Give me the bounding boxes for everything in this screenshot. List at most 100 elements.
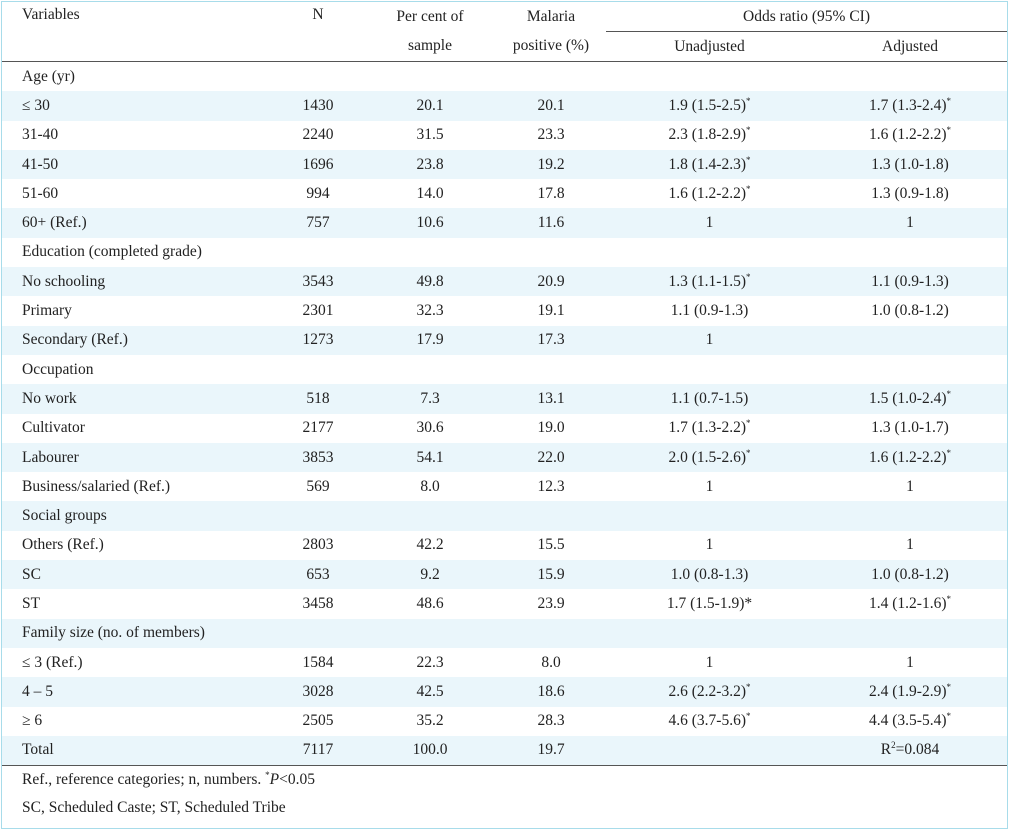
row-n: 653 [272, 560, 364, 590]
footnote-2: SC, Scheduled Caste; ST, Scheduled Tribe [22, 799, 286, 817]
header-unadjusted: Unadjusted [606, 31, 813, 62]
total-row: Total 7117 100.0 19.7 R2=0.084 [2, 735, 1007, 766]
odds-value: 1.3 (1.1-1.5) [668, 272, 747, 290]
row-label: ≥ 6 [22, 712, 43, 730]
odds-value: 1.3 (1.0-1.7) [871, 419, 949, 437]
row-n: 994 [306, 184, 330, 202]
significance-star: * [946, 388, 952, 399]
row-n: 569 [306, 477, 330, 495]
section-header-row: Age (yr) [2, 62, 1007, 92]
footnote-1-p: P [269, 771, 280, 789]
row-malaria: 13.1 [496, 384, 606, 414]
significance-star: * [946, 95, 952, 106]
table-body: Age (yr) ≤ 30 1430 20.1 20.1 1.9 (1.5-2.5)* 1.… [2, 62, 1007, 736]
header-odds-ratio: Odds ratio (95% CI) [606, 2, 1007, 32]
odds-value: 1.7 (1.5-1.9)* [666, 594, 753, 612]
row-malaria: 11.6 [496, 208, 606, 238]
section-title: Social groups [2, 501, 1007, 531]
odds-value: 1 [906, 653, 914, 671]
total-unadjusted [606, 735, 813, 766]
table-row: ≤ 3 (Ref.) 1584 22.3 8.0 1 1 [2, 648, 1007, 677]
table-row: SC 653 9.2 15.9 1.0 (0.8-1.3) 1.0 (0.8-1.2) [2, 560, 1007, 590]
row-malaria: 17.3 [496, 325, 606, 355]
row-percent: 7.3 [364, 384, 496, 414]
odds-value: 1.4 (1.2-1.6) [869, 594, 947, 612]
row-percent: 30.6 [416, 419, 444, 437]
odds-value: 1.1 (0.9-1.3) [670, 302, 749, 320]
odds-value: 1.6 (1.2-2.2) [668, 184, 747, 202]
row-percent: 42.5 [364, 677, 496, 707]
odds-value: 1.0 (0.8-1.2) [871, 302, 949, 320]
row-adjusted: 1.1 (0.9-1.3) [813, 267, 1007, 297]
significance-star: * [746, 418, 751, 429]
odds-value: 1.0 (0.8-1.2) [871, 565, 949, 583]
odds-value: 1 [906, 536, 914, 554]
row-percent: 32.3 [416, 302, 444, 320]
row-unadjusted: 1 [606, 208, 813, 238]
row-label: No schooling [2, 267, 272, 297]
odds-value: 1 [705, 536, 714, 554]
row-label: Cultivator [22, 419, 85, 437]
row-malaria: 23.3 [537, 126, 565, 144]
header-n: N [272, 2, 364, 62]
table-row: Business/salaried (Ref.) 569 8.0 12.3 1 1 [2, 472, 1007, 501]
table-row: ≥ 6 2505 35.2 28.3 4.6 (3.7-5.6)* 4.4 (3.5-5.… [2, 707, 1007, 736]
header-variables: Variables [2, 2, 272, 62]
section-title: Education (completed grade) [22, 243, 202, 261]
section-title: Family size (no. of members) [2, 618, 1007, 648]
odds-value: 1.5 (1.0-2.4) [869, 389, 947, 407]
row-adjusted: 1 [813, 208, 1007, 238]
row-label: Primary [22, 302, 72, 320]
table-row: 31-40 2240 31.5 23.3 2.3 (1.8-2.9)* 1.6 (1.2-… [2, 121, 1007, 150]
total-r-value: =0.084 [895, 741, 940, 759]
row-adjusted: 1.7 (1.3-2.4)* [813, 91, 1007, 121]
odds-value: 1 [705, 477, 714, 495]
row-label: Business/salaried (Ref.) [22, 477, 171, 495]
total-r-letter: R [880, 741, 892, 759]
table-row: 51-60 994 14.0 17.8 1.6 (1.2-2.2)* 1.3 (0.9-1… [2, 179, 1007, 208]
section-title: Occupation [22, 360, 94, 378]
odds-value: 1 [705, 331, 714, 349]
row-malaria: 22.0 [496, 442, 606, 473]
odds-value: 1.7 (1.3-2.2) [668, 419, 747, 437]
table-row: No schooling 3543 49.8 20.9 1.3 (1.1-1.5)* 1.… [2, 267, 1007, 297]
row-unadjusted: 1.6 (1.2-2.2)* [606, 179, 813, 208]
row-n: 3458 [302, 594, 334, 612]
row-adjusted [813, 325, 1007, 355]
row-label: Others (Ref.) [22, 536, 104, 554]
row-unadjusted: 1 [606, 325, 813, 355]
row-label: SC [2, 560, 272, 590]
row-percent: 54.1 [364, 442, 496, 473]
table-row: Others (Ref.) 2803 42.2 15.5 1 1 [2, 531, 1007, 560]
table-row: Secondary (Ref.) 1273 17.9 17.3 1 [2, 325, 1007, 355]
row-malaria: 8.0 [541, 653, 561, 671]
row-unadjusted: 1 [606, 531, 813, 560]
odds-value: 1.3 (1.0-1.8) [871, 155, 949, 173]
row-percent: 10.6 [364, 208, 496, 238]
row-n: 3853 [272, 442, 364, 473]
row-n: 1584 [302, 653, 334, 671]
row-n: 757 [272, 208, 364, 238]
table-row: 60+ (Ref.) 757 10.6 11.6 1 1 [2, 208, 1007, 238]
row-adjusted: 4.4 (3.5-5.4)* [813, 707, 1007, 736]
row-percent: 42.2 [416, 536, 444, 554]
total-adjusted: R2=0.084 [813, 735, 1007, 766]
row-percent: 49.8 [364, 267, 496, 297]
row-unadjusted: 1.9 (1.5-2.5)* [606, 91, 813, 121]
significance-star: * [946, 711, 952, 722]
row-unadjusted: 2.3 (1.8-2.9)* [606, 121, 813, 150]
row-adjusted: 1.3 (1.0-1.7) [813, 414, 1007, 443]
odds-value: 1 [705, 653, 714, 671]
row-n: 518 [272, 384, 364, 414]
total-pct: 100.0 [364, 735, 496, 766]
row-percent: 8.0 [420, 477, 440, 495]
section-header-row: Occupation [2, 355, 1007, 384]
table-row: Cultivator 2177 30.6 19.0 1.7 (1.3-2.2)* 1.3 … [2, 414, 1007, 443]
total-malaria: 19.7 [496, 735, 606, 766]
section-header-row: Social groups [2, 501, 1007, 531]
row-percent: 9.2 [364, 560, 496, 590]
row-adjusted: 1.3 (1.0-1.8) [813, 149, 1007, 180]
row-unadjusted: 1.1 (0.9-1.3) [606, 296, 813, 325]
odds-value: 1.7 (1.3-2.4) [869, 96, 947, 114]
table-row: Primary 2301 32.3 19.1 1.1 (0.9-1.3) 1.0 (0.8… [2, 296, 1007, 325]
